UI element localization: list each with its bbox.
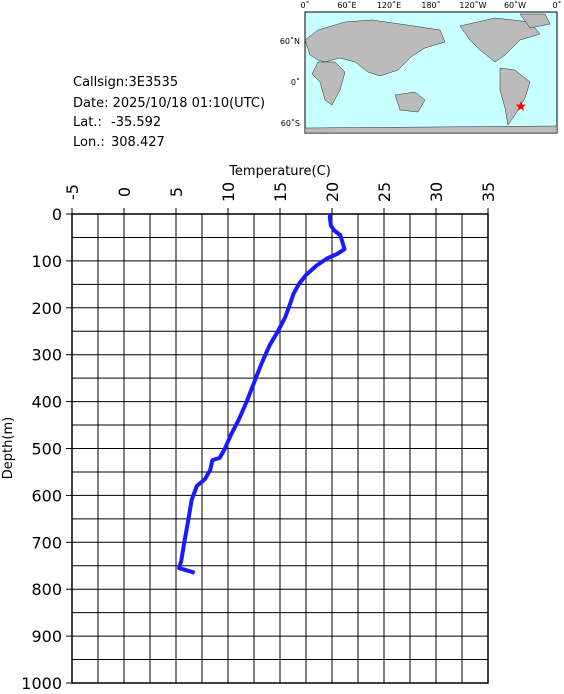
x-tick-label: 15	[271, 182, 290, 202]
map-lon-label: 60˚W	[504, 0, 526, 10]
map-lon-label: 120˚E	[377, 0, 401, 10]
lat-label: Lat.:	[73, 115, 102, 130]
map	[304, 11, 558, 134]
y-tick-label: 0	[52, 205, 62, 224]
y-axis-label: Depth(m)	[1, 417, 16, 479]
map-lat-label: 60˚S	[281, 118, 300, 128]
x-tick-label: 0	[115, 187, 134, 197]
date: Date: 2025/10/18 01:10(UTC)	[73, 96, 265, 111]
x-tick-label: 5	[167, 187, 186, 197]
y-tick-label: 600	[31, 486, 62, 505]
x-tick-label: 30	[427, 182, 446, 202]
y-tick-label: 700	[31, 533, 62, 552]
x-tick-label: -5	[63, 184, 82, 200]
lon-value: 308.427	[111, 135, 165, 150]
y-tick-label: 1000	[21, 674, 62, 690]
y-tick-label: 900	[31, 627, 62, 646]
y-tick-label: 300	[31, 346, 62, 365]
lon-label: Lon.:	[73, 135, 105, 150]
map-lon-label: 60˚E	[337, 0, 356, 10]
profile-line	[177, 214, 347, 575]
x-tick-label: 25	[375, 182, 394, 202]
y-tick-label: 800	[31, 580, 62, 599]
map-lat-label: 60˚N	[280, 36, 300, 46]
lat-value: -35.592	[111, 115, 161, 130]
callsign: Callsign:3E3535	[73, 75, 178, 90]
map-lon-label: 0˚	[300, 0, 309, 10]
map-marker	[515, 100, 527, 111]
plot-frame	[71, 213, 489, 684]
map-lon-label: 120˚W	[459, 0, 486, 10]
map-lon-label: 0˚	[552, 0, 561, 10]
x-tick-label: 10	[219, 182, 238, 202]
y-tick-label: 400	[31, 393, 62, 412]
y-tick-label: 200	[31, 299, 62, 318]
map-land	[304, 13, 558, 134]
x-tick-label: 35	[479, 182, 498, 202]
y-tick-label: 500	[31, 440, 62, 459]
map-lon-label: 180˚	[421, 0, 440, 10]
x-tick-label: 20	[323, 182, 342, 202]
map-lat-label: 0˚	[291, 77, 300, 87]
y-tick-label: 100	[31, 252, 62, 271]
x-axis-label: Temperature(C)	[228, 164, 331, 179]
